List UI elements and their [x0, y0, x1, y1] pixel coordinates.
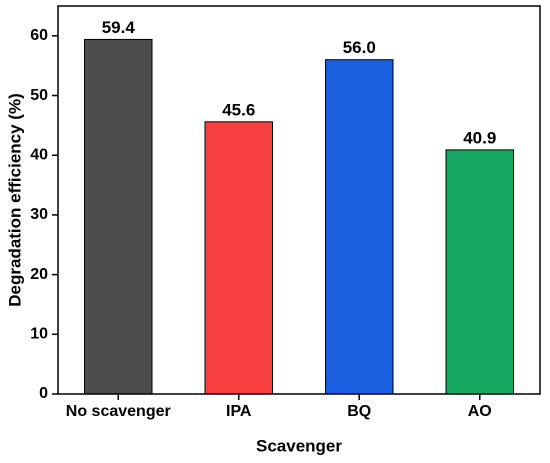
- x-axis-title: Scavenger: [256, 436, 342, 455]
- x-tick-label: BQ: [347, 403, 371, 420]
- y-tick-label: 0: [39, 385, 48, 402]
- y-tick-label: 50: [30, 87, 48, 104]
- y-tick-label: 20: [30, 266, 48, 283]
- value-label: 40.9: [463, 128, 496, 147]
- value-label: 56.0: [343, 38, 376, 57]
- bar: [204, 121, 273, 395]
- bar: [325, 59, 394, 395]
- bar: [445, 149, 514, 395]
- y-tick-label: 60: [30, 27, 48, 44]
- bar: [84, 38, 153, 395]
- y-axis-title: Degradation efficiency (%): [5, 93, 24, 307]
- value-label: 45.6: [222, 100, 255, 119]
- x-tick-label: IPA: [226, 403, 252, 420]
- value-label: 59.4: [102, 18, 136, 37]
- y-tick-label: 30: [30, 206, 48, 223]
- x-tick-label: AO: [468, 403, 492, 420]
- plot-frame: [57, 5, 541, 395]
- x-tick-label: No scavenger: [66, 403, 171, 420]
- y-tick-label: 40: [30, 146, 48, 163]
- y-tick-label: 10: [30, 326, 48, 343]
